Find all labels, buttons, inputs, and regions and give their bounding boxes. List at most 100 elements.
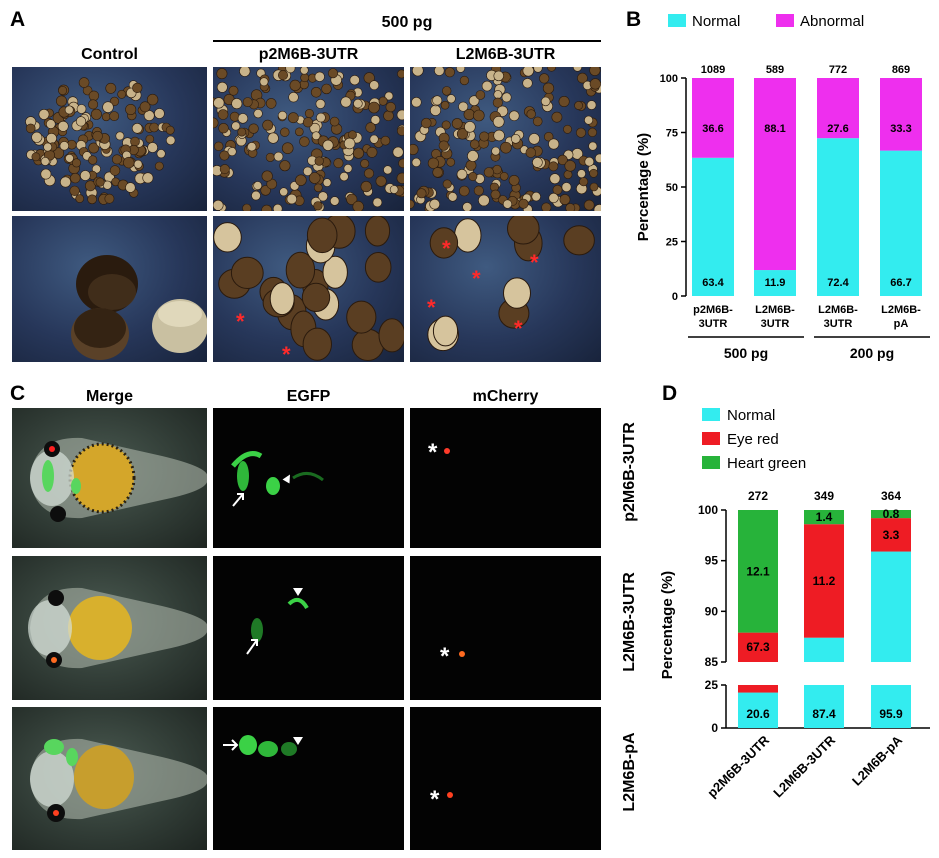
egg — [322, 139, 334, 151]
egg — [594, 153, 601, 163]
egg — [458, 101, 469, 112]
egg — [288, 92, 299, 103]
egg — [563, 124, 572, 134]
egg — [213, 141, 224, 152]
egg — [31, 152, 41, 162]
bar-eye-red-upper — [738, 632, 778, 662]
egg — [557, 154, 568, 165]
y-tick-label: 100 — [660, 73, 678, 85]
egg — [228, 85, 239, 96]
bar-abnormal — [817, 78, 859, 139]
egg — [59, 176, 71, 188]
egg — [237, 127, 247, 137]
egg — [265, 98, 277, 109]
egg — [410, 144, 419, 155]
egg — [548, 161, 559, 172]
egg — [242, 203, 252, 211]
egg — [217, 109, 229, 120]
legend-label-eye-red: Eye red — [727, 431, 779, 448]
egg — [343, 137, 356, 150]
egg — [46, 133, 57, 144]
x-tick-label: 3UTR — [699, 318, 728, 330]
bar-normal-upper — [871, 551, 911, 662]
egg — [467, 150, 479, 162]
egg — [397, 69, 404, 79]
egg — [156, 149, 166, 159]
egg — [70, 172, 81, 184]
col-title-l2m6b-3utr: L2M6B-3UTR — [455, 46, 556, 63]
egg — [64, 105, 74, 115]
y-tick-label: 25 — [705, 678, 719, 692]
panel-d-letter: D — [662, 382, 678, 405]
bar-heart-green-upper — [738, 510, 778, 633]
egg — [432, 95, 443, 106]
bar-abnormal — [754, 78, 796, 271]
egg — [295, 127, 304, 137]
egg — [503, 277, 531, 309]
n-label: 364 — [881, 489, 901, 503]
egg — [130, 136, 140, 147]
egg — [454, 218, 482, 253]
egg — [302, 166, 313, 177]
photo-mcherry-l2m6b-pa: * — [410, 707, 601, 850]
egg — [348, 130, 357, 140]
egg — [378, 96, 388, 106]
egg — [429, 198, 441, 210]
egg — [469, 139, 480, 149]
row-title-l2m6b-3utr: L2M6B-3UTR — [621, 572, 638, 672]
egg — [57, 120, 69, 132]
egg — [432, 315, 459, 347]
egg — [58, 85, 68, 95]
egg — [213, 222, 242, 253]
photo-p2m6b-eggs-low-mag — [213, 67, 404, 211]
egg — [446, 157, 456, 167]
egg — [456, 169, 468, 180]
egg — [311, 131, 321, 140]
egg — [522, 78, 533, 89]
egg — [216, 68, 228, 80]
egg — [300, 67, 309, 75]
data-label-normal: 20.6 — [746, 707, 770, 721]
egg — [59, 141, 69, 151]
egg — [316, 112, 326, 123]
y-tick-label: 90 — [705, 604, 719, 618]
egg — [260, 185, 271, 196]
egg — [352, 200, 364, 211]
photo-egfp-l2m6b-3utr — [213, 556, 404, 700]
n-label: 772 — [829, 64, 847, 76]
egg — [548, 192, 559, 204]
egg — [279, 160, 291, 172]
data-label-normal: 72.4 — [827, 277, 849, 289]
egg — [333, 158, 344, 169]
egg — [104, 193, 115, 204]
egg — [133, 159, 143, 169]
egg — [149, 122, 159, 133]
legend-swatch-eye-red — [702, 432, 720, 445]
y-tick-label: 0 — [711, 721, 718, 735]
egg — [369, 134, 379, 144]
panel-c-letter: C — [10, 382, 26, 405]
photo-egfp-p2m6b-3utr — [213, 408, 404, 548]
egg — [31, 131, 43, 143]
egg — [507, 216, 540, 245]
egg — [563, 170, 573, 179]
egg — [416, 188, 427, 199]
photo-egfp-l2m6b-pa — [213, 707, 404, 850]
egg — [500, 141, 512, 154]
x-tick-label: 3UTR — [761, 318, 790, 330]
legend-label-normal: Normal — [692, 13, 740, 30]
col-title-control: Control — [81, 46, 138, 63]
bar-abnormal — [880, 78, 922, 151]
egg — [559, 194, 571, 205]
egg — [343, 164, 353, 173]
egg — [213, 97, 225, 109]
egg — [541, 202, 552, 211]
photo-merge-l2m6b-pa — [12, 707, 207, 850]
egg — [154, 108, 165, 119]
photo-l2m6b-eggs-low-mag — [410, 67, 601, 211]
egg — [444, 67, 455, 78]
data-label-heart-green: 12.1 — [746, 564, 770, 578]
group-label-200pg: 200 pg — [850, 345, 894, 361]
egg — [310, 86, 322, 98]
egg — [383, 165, 393, 175]
